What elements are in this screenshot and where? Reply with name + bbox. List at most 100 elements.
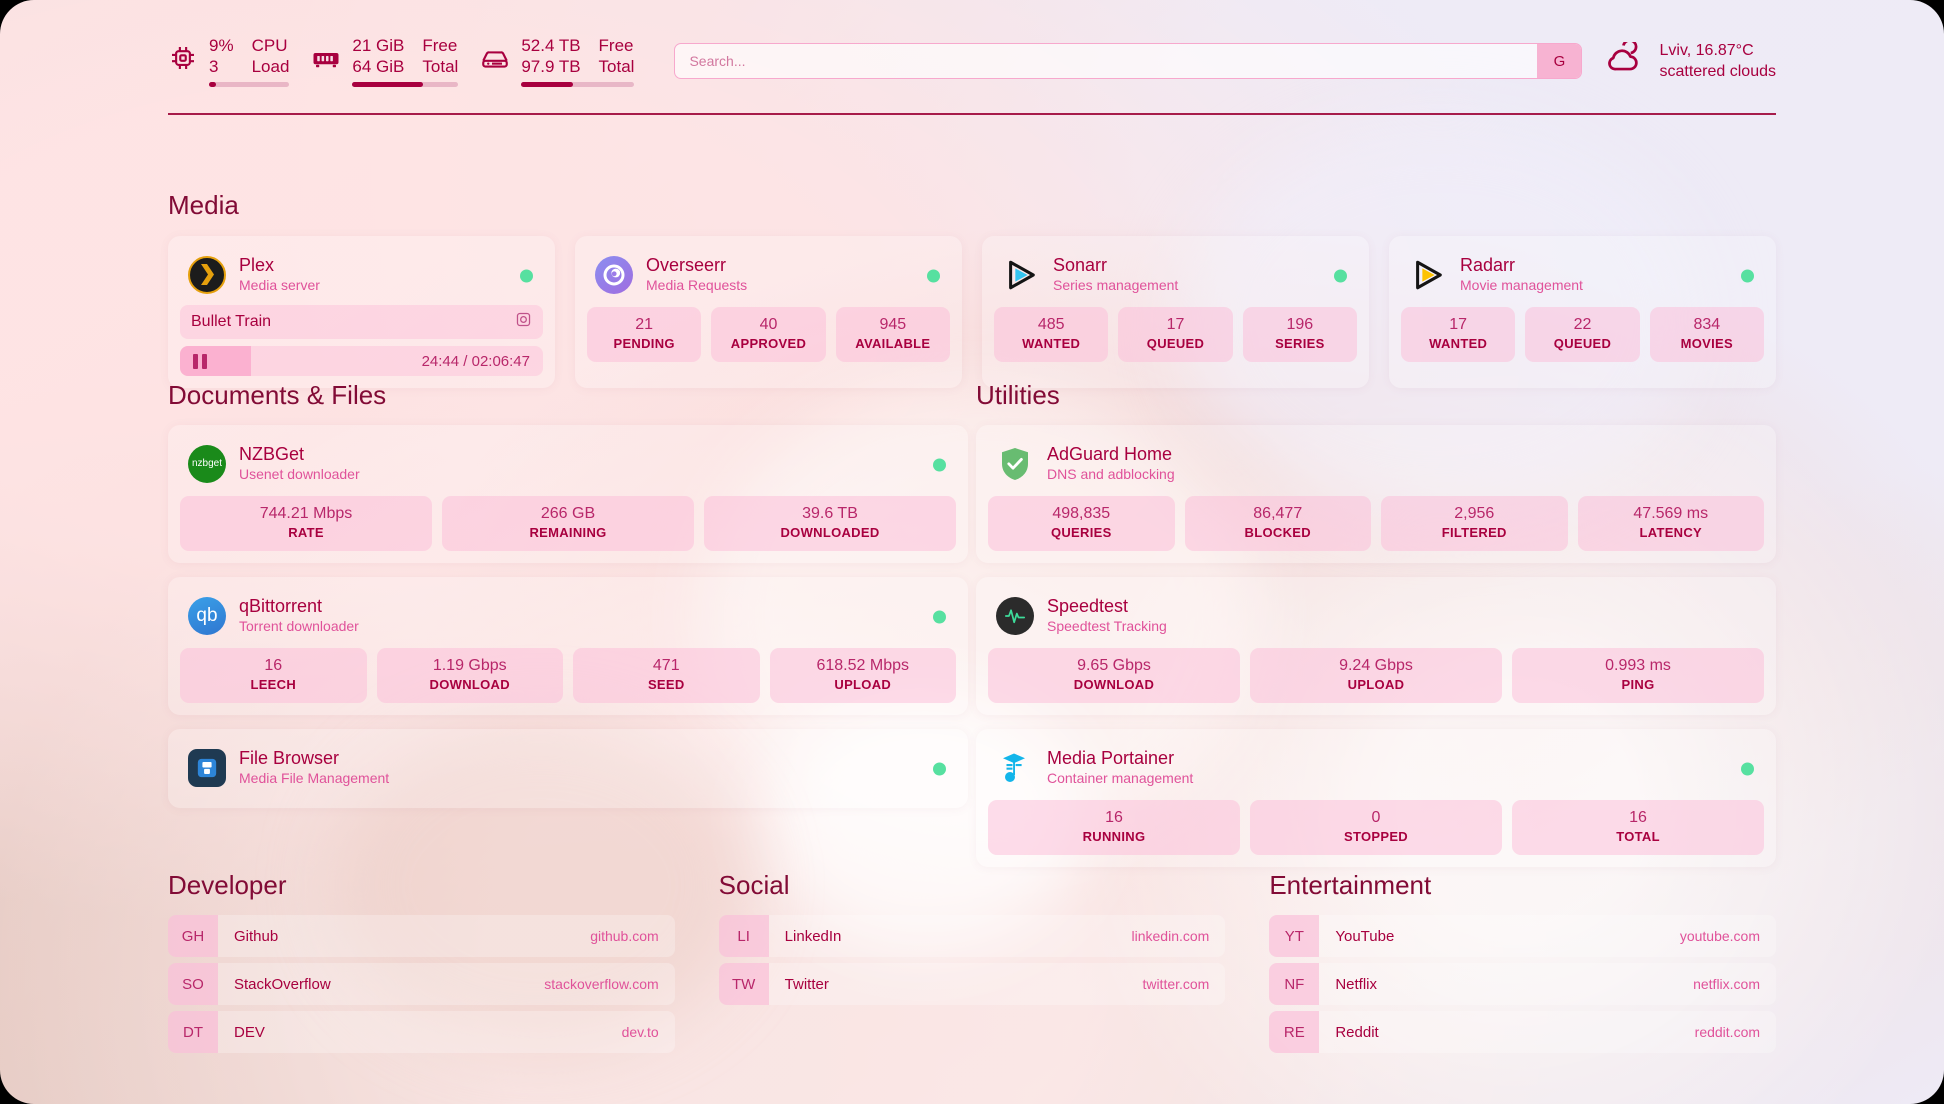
metric-value: 86,477: [1253, 505, 1303, 522]
bookmark-item-linkedin[interactable]: LI LinkedIn linkedin.com: [718, 915, 1226, 957]
metric-tile: 485 WANTED: [994, 307, 1109, 362]
bookmark-label: DEV: [234, 1023, 265, 1041]
bookmark-label: Twitter: [784, 975, 829, 993]
metric-label: RATE: [288, 525, 324, 540]
bookmark-tag: NF: [1269, 963, 1320, 1005]
now-playing-title-row: Bullet Train: [180, 305, 543, 339]
bookmark-host: github.com: [590, 928, 659, 944]
metric-value: 21: [635, 316, 654, 333]
app-card-media-portainer[interactable]: Media Portainer Container management 16 …: [976, 729, 1776, 867]
metric-label: PING: [1621, 677, 1655, 692]
now-playing-title: Bullet Train: [191, 313, 272, 330]
metric-value: 0.993 ms: [1605, 657, 1671, 674]
metric-label: TOTAL: [1616, 829, 1660, 844]
disk-label-top: Free: [598, 36, 634, 55]
metric-value: 498,835: [1052, 505, 1111, 522]
app-card-plex[interactable]: Plex Media server Bullet Train: [168, 236, 555, 388]
metric-label: STOPPED: [1344, 829, 1408, 844]
bookmark-tag: GH: [168, 915, 218, 957]
metric-label: SERIES: [1275, 336, 1325, 351]
metric-label: WANTED: [1022, 336, 1081, 351]
metric-tile: 945 AVAILABLE: [835, 307, 950, 362]
search-submit-button[interactable]: G: [1537, 44, 1582, 78]
metric-tile: 9.24 Gbps UPLOAD: [1250, 648, 1502, 703]
header-divider: [168, 113, 1776, 115]
metric-value: 0: [1371, 809, 1381, 826]
app-subtitle: Container management: [1047, 770, 1194, 786]
bookmark-item-youtube[interactable]: YT YouTube youtube.com: [1269, 915, 1777, 957]
app-card-sonarr[interactable]: Sonarr Series management 485 WANTED 17 Q…: [982, 236, 1369, 388]
metric-label: FILTERED: [1441, 525, 1507, 540]
metric-value: 22: [1573, 316, 1592, 333]
app-name: Plex: [239, 255, 275, 275]
bookmark-item-twitter[interactable]: TW Twitter twitter.com: [718, 963, 1226, 1005]
app-subtitle: DNS and adblocking: [1047, 466, 1175, 482]
disk-total-value: 97.9 TB: [521, 57, 581, 76]
metric-row: 9.65 Gbps DOWNLOAD 9.24 Gbps UPLOAD 0.99…: [988, 648, 1764, 703]
metric-label: RUNNING: [1082, 829, 1146, 844]
now-playing-progress[interactable]: 24:44 / 02:06:47: [180, 346, 543, 376]
status-indicator-online: [927, 269, 940, 282]
app-card-qbittorrent[interactable]: qb qBittorrent Torrent downloader 16 LEE…: [168, 577, 968, 715]
bookmark-item-dev[interactable]: DT DEV dev.to: [168, 1011, 675, 1053]
metric-value: 945: [879, 316, 907, 333]
header-bar: 9% 3 CPU Load: [168, 26, 1776, 96]
metric-label: PENDING: [613, 336, 675, 351]
metric-label: LEECH: [250, 677, 297, 692]
app-card-file-browser[interactable]: File Browser Media File Management: [168, 729, 968, 808]
bookmark-item-netflix[interactable]: NF Netflix netflix.com: [1269, 963, 1777, 1005]
app-card-radarr[interactable]: Radarr Movie management 17 WANTED 22 QUE…: [1389, 236, 1776, 388]
search-bar[interactable]: G: [674, 43, 1583, 79]
search-input[interactable]: [675, 44, 1538, 78]
metric-row: 744.21 Mbps RATE 266 GB REMAINING 39.6 T…: [180, 496, 956, 551]
app-card-speedtest[interactable]: Speedtest Speedtest Tracking 9.65 Gbps D…: [976, 577, 1776, 715]
stat-ram: 21 GiB 64 GiB Free Total: [311, 35, 459, 87]
bookmarks-row: Developer GH Github github.com SO StackO…: [168, 870, 1777, 1059]
app-card-header: qb qBittorrent Torrent downloader: [180, 589, 956, 644]
speedtest-icon: [996, 596, 1034, 635]
app-name: NZBGet: [239, 444, 305, 464]
disk-label-bottom: Total: [598, 57, 635, 76]
status-indicator-online: [933, 610, 946, 623]
app-subtitle: Speedtest Tracking: [1047, 618, 1167, 634]
bookmark-item-stackoverflow[interactable]: SO StackOverflow stackoverflow.com: [168, 963, 675, 1005]
metric-tile: 1.19 Gbps DOWNLOAD: [376, 648, 563, 703]
weather-widget[interactable]: Lviv, 16.87°C scattered clouds: [1604, 38, 1776, 82]
bookmark-tag: SO: [168, 963, 218, 1005]
app-card-nzbget[interactable]: nzbget NZBGet Usenet downloader 744.21 M…: [168, 425, 968, 563]
app-card-header: nzbget NZBGet Usenet downloader: [180, 437, 956, 492]
sonarr-icon: [1002, 256, 1040, 294]
bookmark-label: Reddit: [1335, 1023, 1379, 1041]
section-title-documents: Documents & Files: [168, 380, 387, 410]
app-card-header: Sonarr Series management: [994, 248, 1357, 303]
metric-label: BLOCKED: [1244, 525, 1311, 540]
bookmark-host: netflix.com: [1693, 976, 1761, 992]
status-indicator-online: [1741, 762, 1754, 775]
bookmark-item-github[interactable]: GH Github github.com: [168, 915, 675, 957]
pause-icon[interactable]: [193, 353, 207, 369]
cpu-label-bottom: Load: [251, 57, 290, 76]
metric-row: 21 PENDING 40 APPROVED 945 AVAILABLE: [587, 307, 950, 362]
metric-tile: 0 STOPPED: [1250, 800, 1502, 855]
app-name: File Browser: [239, 748, 340, 768]
metric-tile: 9.65 Gbps DOWNLOAD: [988, 648, 1240, 703]
metric-value: 834: [1693, 316, 1721, 333]
app-card-adguard-home[interactable]: AdGuard Home DNS and adblocking 498,835 …: [976, 425, 1776, 563]
stat-disk-body: 52.4 TB 97.9 TB Free Total: [521, 35, 635, 87]
metric-tile: 618.52 Mbps UPLOAD: [769, 648, 956, 703]
bookmark-item-reddit[interactable]: RE Reddit reddit.com: [1269, 1011, 1777, 1053]
metric-value: 196: [1286, 316, 1314, 333]
metric-row: 17 WANTED 22 QUEUED 834 MOVIES: [1401, 307, 1764, 362]
disk-usage-bar: [521, 82, 635, 87]
metric-value: 16: [264, 657, 283, 674]
metric-row: 16 RUNNING 0 STOPPED 16 TOTAL: [988, 800, 1764, 855]
metric-tile: 86,477 BLOCKED: [1184, 496, 1371, 551]
app-subtitle: Usenet downloader: [239, 466, 360, 482]
app-card-overseerr[interactable]: Overseerr Media Requests 21 PENDING 40 A…: [575, 236, 962, 388]
metric-tile: 498,835 QUERIES: [988, 496, 1175, 551]
cast-icon[interactable]: [515, 311, 532, 333]
bookmark-group-title: Developer: [168, 870, 287, 900]
bookmark-host: twitter.com: [1142, 976, 1210, 992]
bookmark-group-title: Social: [718, 870, 790, 900]
metric-value: 39.6 TB: [802, 505, 858, 522]
